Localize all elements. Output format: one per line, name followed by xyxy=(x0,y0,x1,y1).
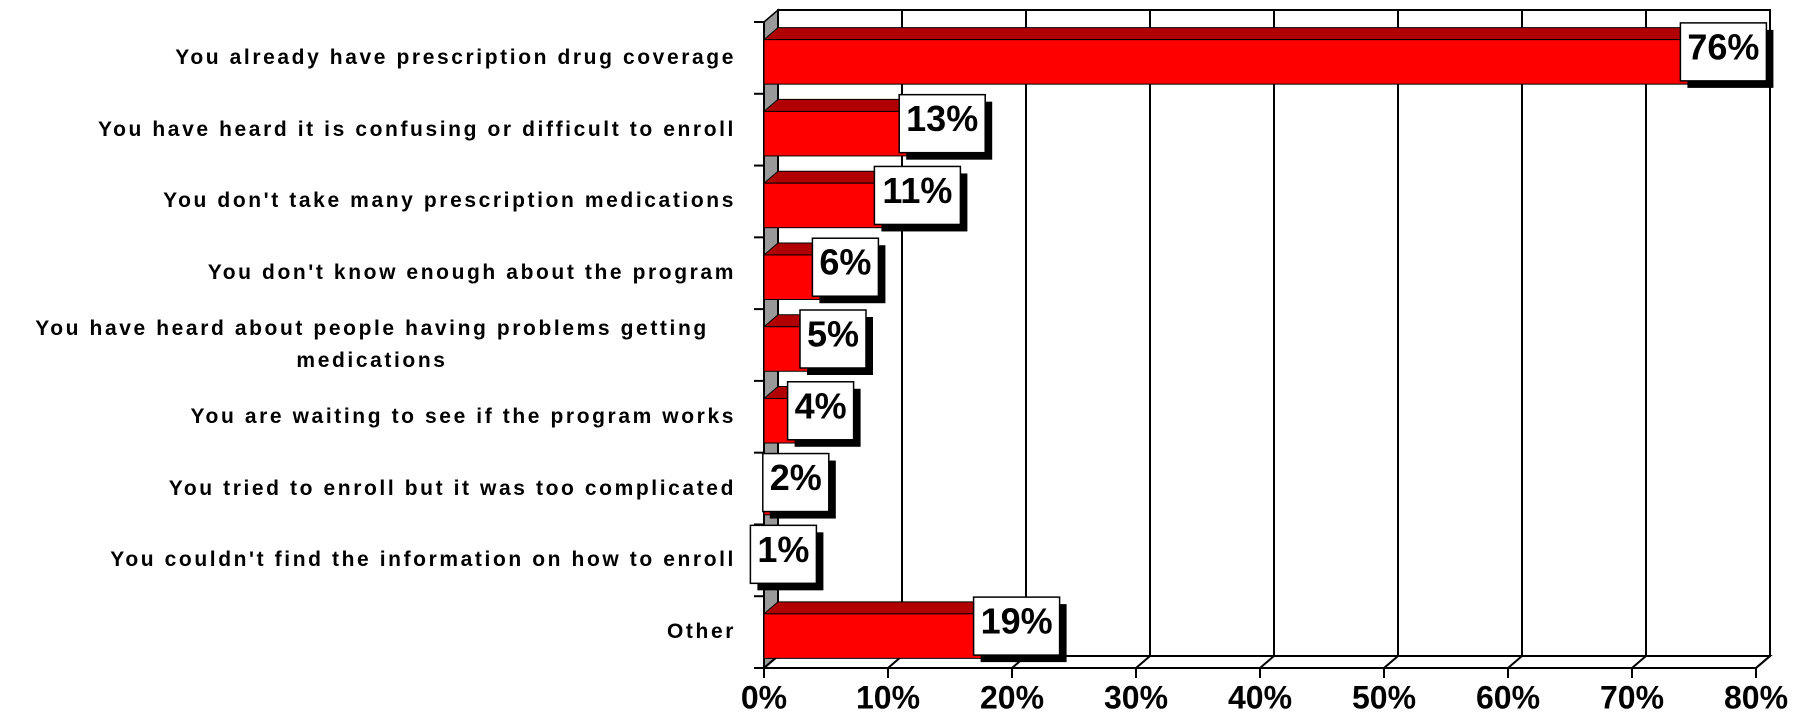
x-tick-label: 30% xyxy=(1104,679,1168,715)
x-tick-label: 20% xyxy=(980,679,1044,715)
x-tick-label: 50% xyxy=(1352,679,1416,715)
data-label-box xyxy=(749,524,818,585)
data-label-box xyxy=(786,381,855,441)
x-tick xyxy=(1631,655,1647,669)
x-tick-label: 60% xyxy=(1476,679,1540,715)
data-label-box xyxy=(811,237,880,297)
data-label-box xyxy=(799,309,867,369)
x-tick-label: 70% xyxy=(1600,679,1664,715)
x-tick-label: 40% xyxy=(1228,679,1292,715)
data-label-box xyxy=(898,93,986,154)
bar xyxy=(763,613,1001,659)
x-tick xyxy=(1507,655,1523,669)
x-tick xyxy=(1755,655,1771,669)
x-tick xyxy=(1259,655,1275,669)
y-tick-label: You are waiting to see if the program wo… xyxy=(190,404,736,428)
y-tick-label: You have heard it is confusing or diffic… xyxy=(98,117,736,141)
y-tick-label: Other xyxy=(666,620,736,644)
data-label: 11% xyxy=(882,170,952,211)
data-label-box xyxy=(873,165,962,226)
data-label: 76% xyxy=(1687,26,1759,67)
data-label-box xyxy=(762,452,830,513)
data-label-box xyxy=(1679,22,1768,82)
x-tick-label: 80% xyxy=(1724,679,1788,715)
y-tick-label: You don't know enough about the program xyxy=(207,261,736,285)
y-tick-label: You tried to enroll but it was too compl… xyxy=(168,476,736,500)
data-label: 5% xyxy=(807,314,859,355)
x-tick-label: 0% xyxy=(741,679,787,715)
x-tick xyxy=(1135,655,1151,669)
bar-top xyxy=(762,27,1722,41)
data-label: 1% xyxy=(757,529,809,570)
data-label: 13% xyxy=(906,98,978,139)
data-label: 2% xyxy=(770,457,822,498)
data-label: 6% xyxy=(819,242,871,283)
data-label-box xyxy=(972,596,1061,656)
y-tick-label: You couldn't find the information on how… xyxy=(110,548,736,572)
x-tick-label: 10% xyxy=(856,679,920,715)
y-tick-label: You already have prescription drug cover… xyxy=(175,45,736,69)
y-tick-label: You have heard about people having probl… xyxy=(35,317,709,372)
bar xyxy=(763,39,1707,85)
data-label: 4% xyxy=(795,385,847,426)
data-label: 19% xyxy=(981,601,1053,642)
x-tick xyxy=(1383,655,1399,669)
y-tick-label: You don't take many prescription medicat… xyxy=(163,189,736,213)
